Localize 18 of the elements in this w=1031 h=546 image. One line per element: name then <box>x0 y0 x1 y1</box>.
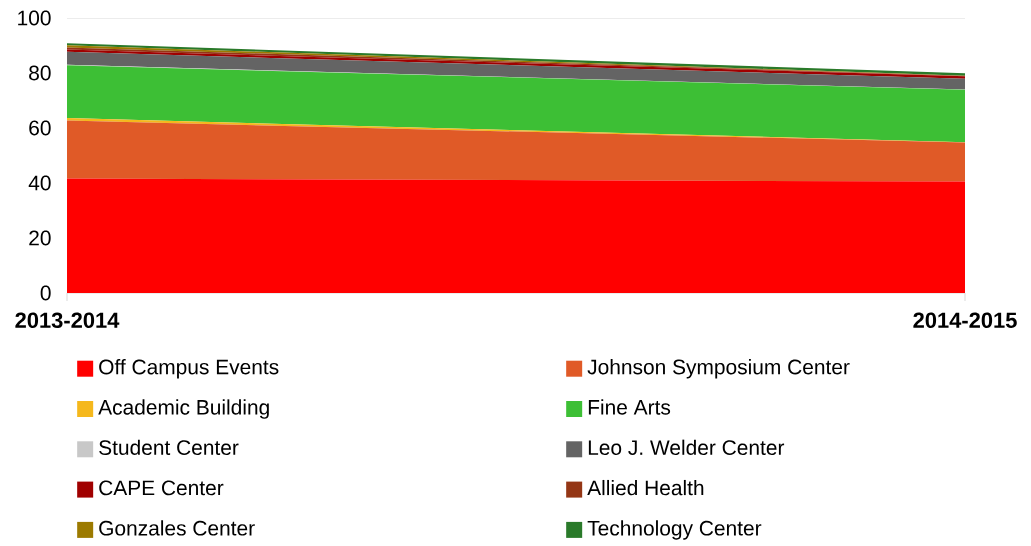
y-tick-label: 20 <box>29 230 51 246</box>
legend-label: Student Center <box>99 439 239 455</box>
legend-label: Technology Center <box>587 520 762 540</box>
y-tick-label: 100 <box>18 10 51 26</box>
y-tick-label: 0 <box>40 285 51 301</box>
legend-label: Academic Building <box>98 399 269 419</box>
legend-label: Off Campus Events <box>99 359 279 379</box>
x-tick-label: 2013-2014 <box>15 312 120 329</box>
legend-label: Fine Arts <box>588 399 671 415</box>
y-tick-label: 60 <box>29 120 51 136</box>
y-tick-label: 80 <box>29 65 51 81</box>
legend-label: Johnson Symposium Center <box>587 359 850 379</box>
legend-label: CAPE Center <box>99 480 224 496</box>
legend-label: Allied Health <box>587 479 704 496</box>
legend-label: Leo J. Welder Center <box>588 439 785 455</box>
x-tick-label: 2014-2015 <box>913 312 1017 329</box>
legend-label: Gonzales Center <box>99 520 255 536</box>
y-tick-label: 40 <box>28 175 51 191</box>
